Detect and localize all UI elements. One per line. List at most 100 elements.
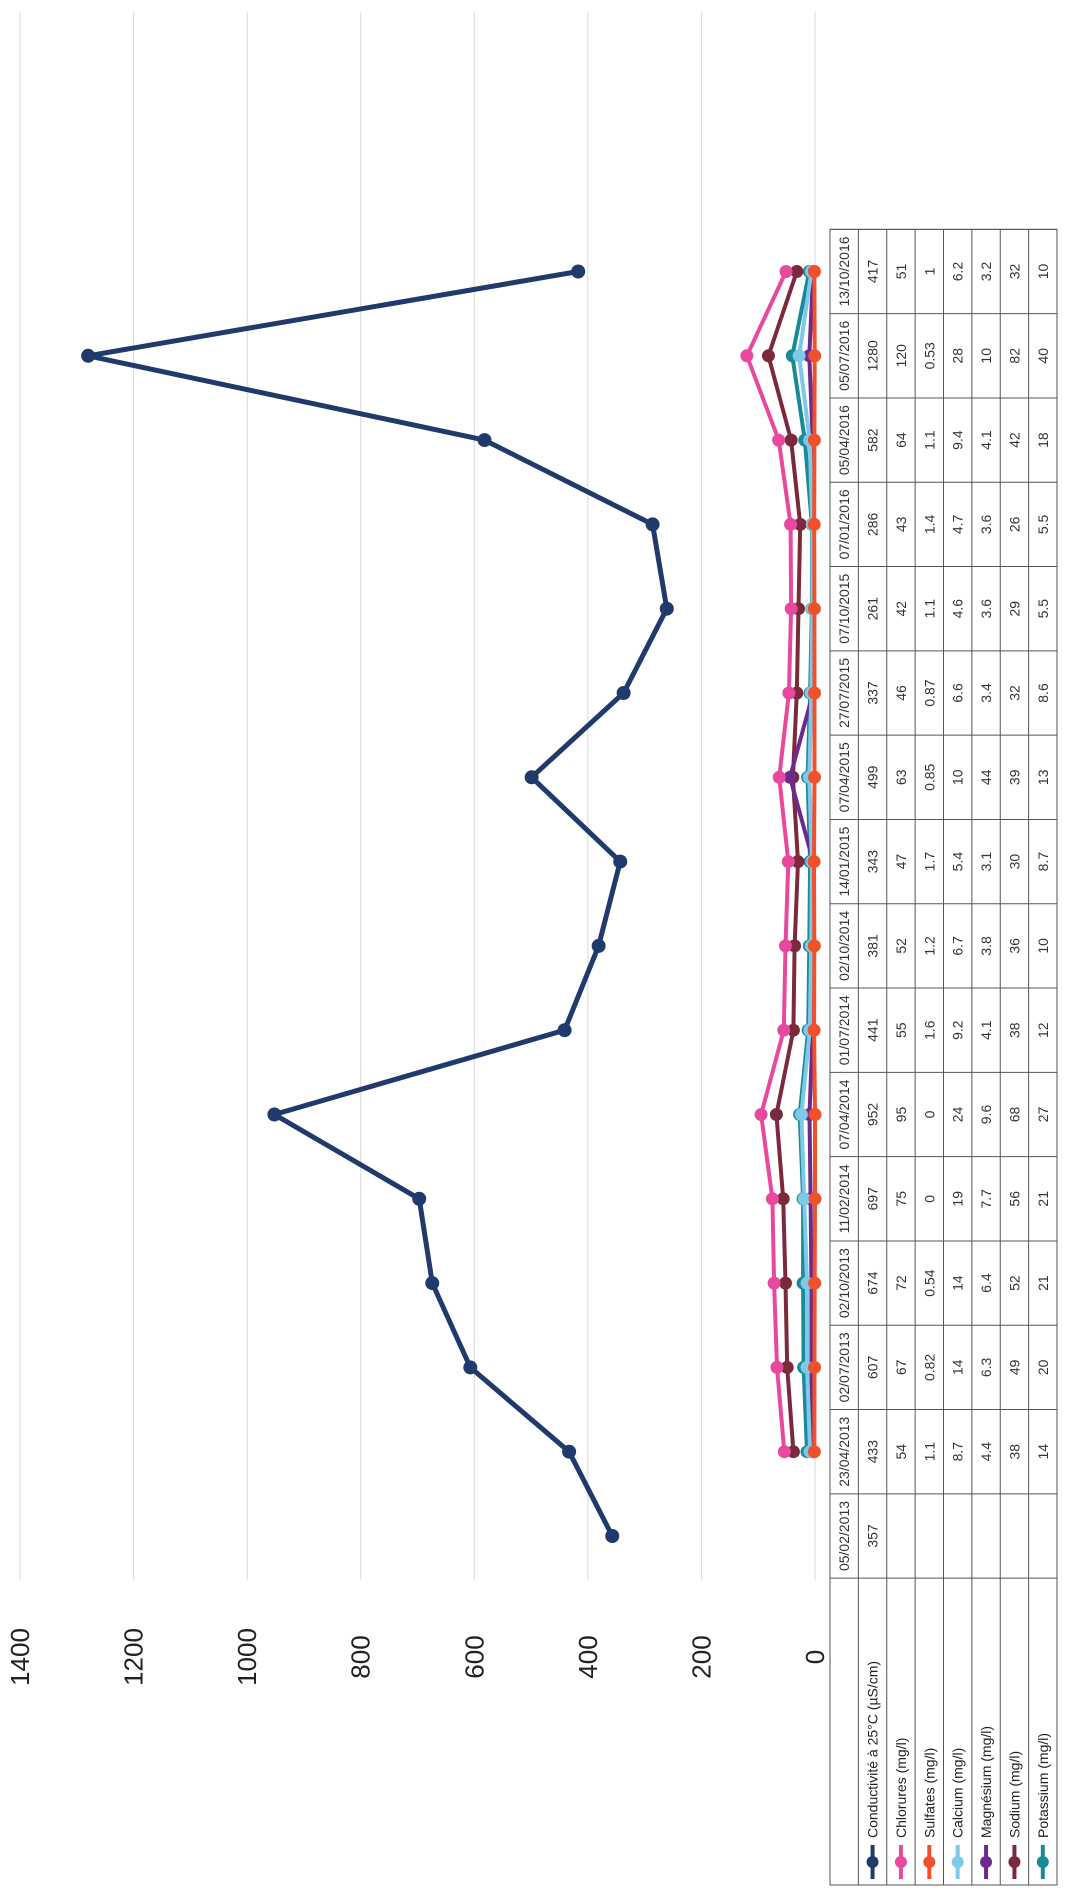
data-point [808,1108,822,1121]
data-point [807,433,821,447]
gridlines [19,12,816,1580]
data-point [591,938,606,953]
table-cell: 4.1 [978,430,994,450]
table-cell: 42 [1006,432,1022,448]
table-cell: 9.6 [978,1105,994,1125]
table-cell: 607 [865,1356,881,1380]
data-point [808,1360,822,1374]
table-cell: 286 [865,513,881,537]
y-tick-label: 600 [459,1635,489,1678]
table-cell: 582 [865,428,881,452]
table-cell: 20 [1035,1359,1051,1375]
legend-marker [980,1856,993,1868]
data-point [808,686,822,700]
table-cell: 29 [1006,601,1022,617]
category-label: 02/07/2013 [836,1332,852,1402]
legend-label: Magnésium (mg/l) [978,1726,994,1838]
table-cell: 54 [893,1444,909,1460]
table-cell: 0.53 [921,342,937,369]
data-point [808,349,822,363]
data-point [605,1529,620,1543]
legend-label: Calcium (mg/l) [950,1748,966,1838]
data-point [808,1276,822,1290]
data-point [772,433,786,447]
data-point [613,854,628,869]
table-cell: 952 [865,1103,881,1127]
table-cell: 27 [1035,1107,1051,1123]
data-point [790,265,804,278]
data-point [784,602,798,616]
table-cell: 3.6 [978,599,994,619]
table-cell: 499 [865,765,881,789]
data-point [807,855,821,869]
table-cell: 6.2 [950,262,966,282]
data-point [740,349,754,363]
category-label: 02/10/2013 [836,1248,852,1318]
table-cell: 10 [1035,938,1051,954]
table-cell: 68 [1006,1107,1022,1123]
data-point [807,1445,821,1459]
table-cell: 21 [1035,1275,1051,1291]
table-cell: 674 [865,1271,881,1295]
table-cell: 64 [893,432,909,448]
table-cell: 10 [978,348,994,364]
data-point [412,1191,427,1206]
data-point [571,264,586,279]
category-label: 05/04/2016 [836,405,852,475]
data-point [425,1276,440,1291]
table-cell: 72 [893,1275,909,1291]
y-tick-label: 1000 [232,1628,262,1686]
table-cell: 44 [978,769,994,785]
data-point [645,517,660,532]
table-cell: 56 [1006,1191,1022,1207]
table-cell: 9.2 [950,1020,966,1040]
data-point [807,602,821,616]
data-point [463,1360,478,1375]
table-cell: 1.2 [921,936,937,956]
data-point [791,855,805,869]
table-cell: 14 [950,1359,966,1375]
table-cell: 26 [1006,516,1022,532]
table-cell: 14 [950,1275,966,1291]
table-cell: 21 [1035,1191,1051,1207]
category-label: 27/07/2015 [836,658,852,728]
data-point [782,686,796,700]
series-line [85,269,670,1538]
y-tick-label: 0 [800,1650,830,1664]
table-cell: 4.4 [978,1442,994,1462]
table-cell: 697 [865,1187,881,1211]
table-cell: 39 [1006,769,1022,785]
table-cell: 46 [893,685,909,701]
table-cell: 5.5 [1035,514,1051,534]
table-cell: 30 [1006,854,1022,870]
data-point [778,939,792,953]
data-point [793,517,807,531]
category-label: 11/02/2014 [836,1164,852,1233]
table-cell: 3.8 [978,936,994,956]
table-cell: 3.6 [978,514,994,534]
data-point [786,1023,800,1037]
data-point [765,1192,779,1206]
table-cell: 343 [865,850,881,874]
data-point [781,855,795,869]
table-cell: 381 [865,934,881,958]
table-cell: 337 [865,681,881,705]
table-cell: 4.7 [950,514,966,534]
table-cell: 4.1 [978,1020,994,1040]
y-tick-label: 400 [573,1635,603,1678]
legend-label: Sodium (mg/l) [1006,1751,1022,1838]
category-label: 13/10/2016 [836,236,852,306]
category-label: 07/10/2015 [836,573,852,643]
table-cell: 36 [1006,938,1022,954]
table-cell: 8.7 [1035,852,1051,872]
legend-label: Chlorures (mg/l) [893,1738,909,1838]
y-tick-label: 1200 [119,1628,149,1686]
data-point [797,1192,811,1206]
table-cell: 32 [1006,685,1022,701]
data-point [524,770,539,785]
table-cell: 10 [950,769,966,785]
category-label: 02/10/2014 [836,911,852,981]
data-point [778,1276,792,1290]
legend-marker [1036,1856,1049,1868]
data-point [794,1108,808,1121]
